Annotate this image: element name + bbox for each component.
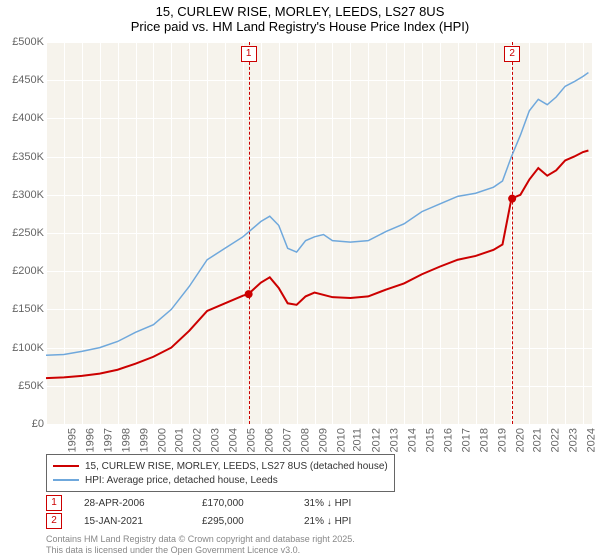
x-axis-tick: 2016 [442, 428, 454, 452]
chart-subtitle: Price paid vs. HM Land Registry's House … [0, 19, 600, 34]
x-axis-tick: 1999 [138, 428, 150, 452]
x-axis-tick: 2006 [263, 428, 275, 452]
x-axis-tick: 2020 [514, 428, 526, 452]
x-axis-tick: 2000 [156, 428, 168, 452]
y-axis-tick: £350K [12, 151, 44, 163]
sale-marker-flag: 2 [504, 46, 520, 62]
legend-item-property: 15, CURLEW RISE, MORLEY, LEEDS, LS27 8US… [53, 459, 388, 473]
x-axis-tick: 2022 [550, 428, 562, 452]
sale-diff-1: 31% ↓ HPI [304, 498, 351, 509]
sale-marker-1: 1 [46, 495, 62, 511]
y-axis-tick: £500K [12, 36, 44, 48]
table-row: 1 28-APR-2006 £170,000 31% ↓ HPI [46, 494, 351, 512]
x-axis-tick: 1996 [84, 428, 96, 452]
table-row: 2 15-JAN-2021 £295,000 21% ↓ HPI [46, 512, 351, 530]
x-axis-tick: 2002 [192, 428, 204, 452]
legend-swatch-property [53, 465, 79, 467]
sale-price-1: £170,000 [202, 498, 282, 509]
x-axis-tick: 1997 [102, 428, 114, 452]
legend-label-hpi: HPI: Average price, detached house, Leed… [85, 475, 278, 486]
legend-label-property: 15, CURLEW RISE, MORLEY, LEEDS, LS27 8US… [85, 461, 388, 472]
credit-line-1: Contains HM Land Registry data © Crown c… [46, 534, 355, 545]
x-axis-tick: 2003 [210, 428, 222, 452]
x-axis-tick: 2024 [586, 428, 598, 452]
credit-line-2: This data is licensed under the Open Gov… [46, 545, 355, 556]
x-axis-tick: 2007 [281, 428, 293, 452]
y-axis-tick: £400K [12, 112, 44, 124]
sale-price-2: £295,000 [202, 516, 282, 527]
y-axis-tick: £50K [18, 380, 44, 392]
x-axis-tick: 2015 [425, 428, 437, 452]
x-axis-tick: 2018 [478, 428, 490, 452]
x-axis-tick: 2023 [568, 428, 580, 452]
sale-date-1: 28-APR-2006 [84, 498, 180, 509]
sale-marker-2: 2 [46, 513, 62, 529]
legend-item-hpi: HPI: Average price, detached house, Leed… [53, 473, 388, 487]
y-axis-tick: £150K [12, 303, 44, 315]
legend: 15, CURLEW RISE, MORLEY, LEEDS, LS27 8US… [46, 454, 395, 492]
x-axis-tick: 2001 [174, 428, 186, 452]
chart-title: 15, CURLEW RISE, MORLEY, LEEDS, LS27 8US [0, 4, 600, 19]
x-axis-tick: 2004 [228, 428, 240, 452]
x-axis-tick: 2012 [371, 428, 383, 452]
y-axis-tick: £300K [12, 189, 44, 201]
y-axis-tick: £200K [12, 265, 44, 277]
sale-date-2: 15-JAN-2021 [84, 516, 180, 527]
x-axis-tick: 2008 [299, 428, 311, 452]
x-axis-tick: 1998 [120, 428, 132, 452]
x-axis-tick: 2019 [496, 428, 508, 452]
x-axis-tick: 2013 [389, 428, 401, 452]
chart-lines [46, 42, 346, 192]
y-axis-tick: £0 [32, 418, 44, 430]
x-axis-tick: 2011 [352, 428, 364, 452]
y-axis-tick: £450K [12, 74, 44, 86]
chart-plot-area: 12 [46, 42, 592, 424]
sale-diff-2: 21% ↓ HPI [304, 516, 351, 527]
legend-swatch-hpi [53, 479, 79, 481]
sales-table: 1 28-APR-2006 £170,000 31% ↓ HPI 2 15-JA… [46, 494, 351, 530]
x-axis-tick: 2005 [246, 428, 258, 452]
x-axis-tick: 2017 [460, 428, 472, 452]
x-axis-tick: 1995 [66, 428, 78, 452]
y-axis-tick: £100K [12, 342, 44, 354]
x-axis-tick: 2021 [532, 428, 544, 452]
x-axis-tick: 2010 [335, 428, 347, 452]
credit-text: Contains HM Land Registry data © Crown c… [46, 534, 355, 556]
sale-reference-line [512, 42, 513, 424]
x-axis-tick: 2014 [407, 428, 419, 452]
x-axis-tick: 2009 [317, 428, 329, 452]
y-axis-tick: £250K [12, 227, 44, 239]
